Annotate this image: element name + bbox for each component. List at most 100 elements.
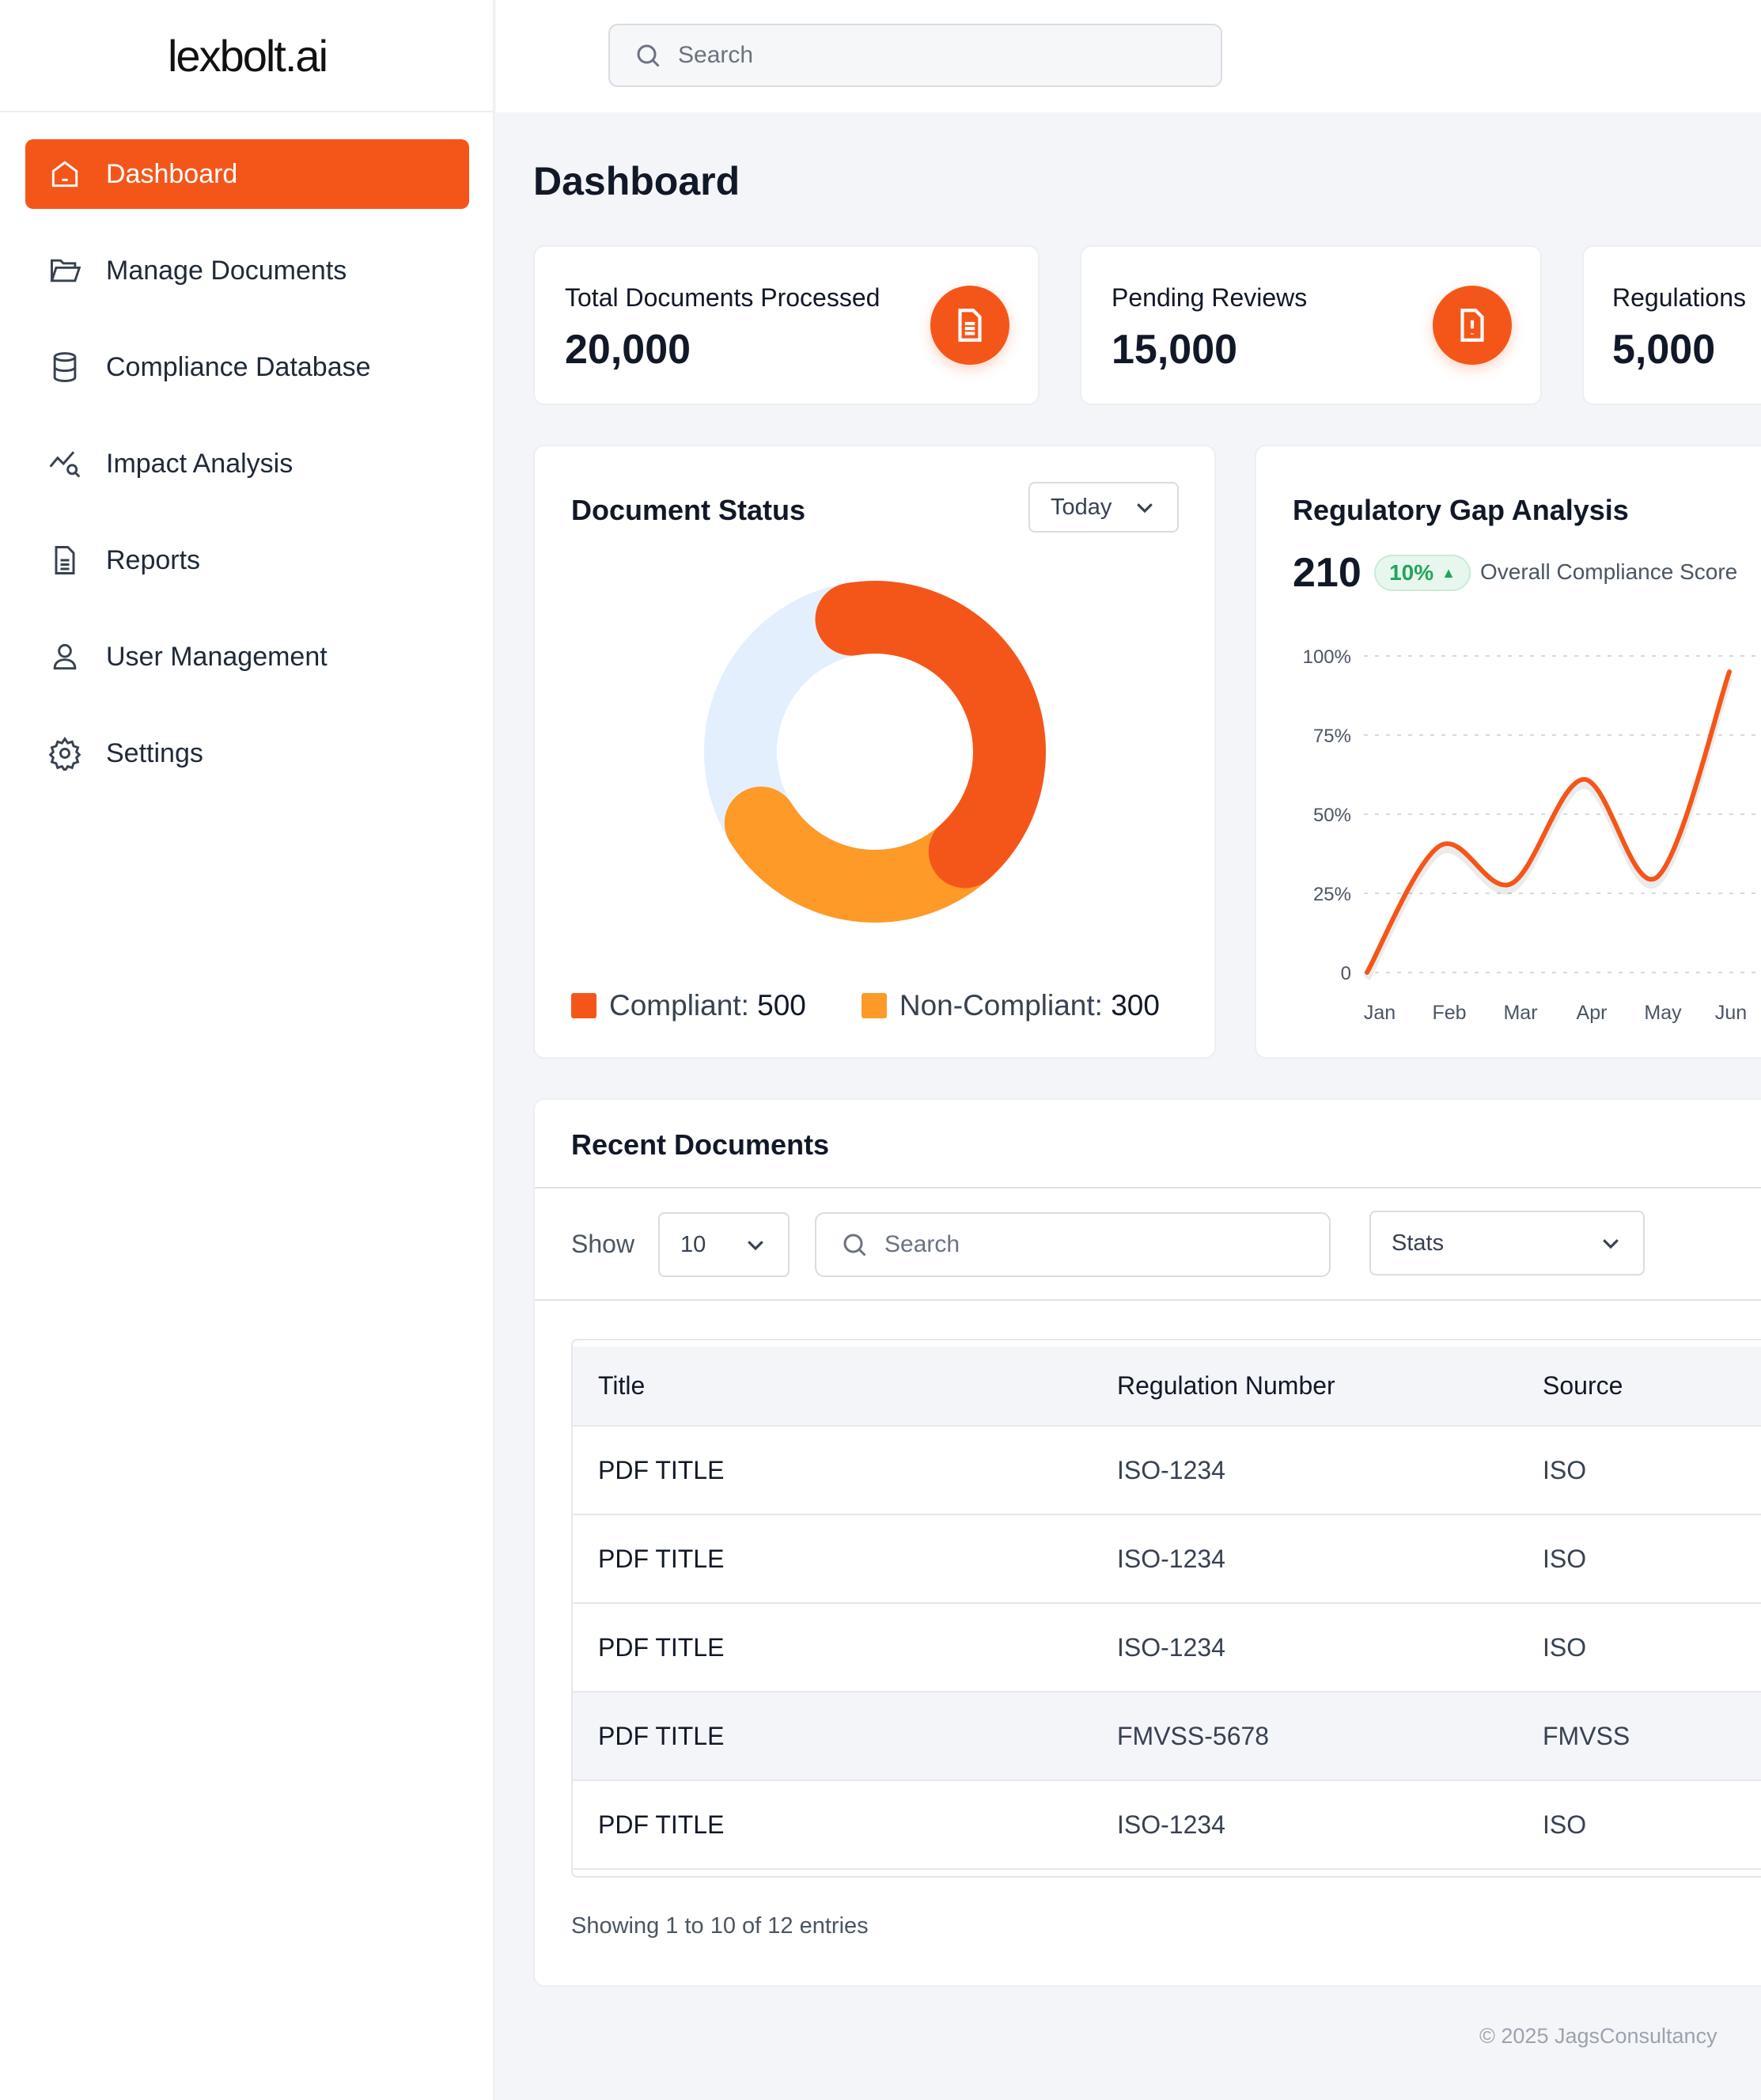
stat-value: 15,000 <box>1112 327 1238 373</box>
chevron-down-icon <box>1603 1239 1619 1249</box>
divider <box>535 1187 1761 1188</box>
stat-card-total-documents: Total Documents Processed 20,000 <box>533 245 1040 405</box>
chevron-down-icon <box>748 1241 763 1251</box>
document-status-card: Document Status Today Compliant: 500 Non… <box>533 445 1216 1059</box>
donut-segment-compliant <box>815 581 1046 889</box>
search-placeholder: Search <box>884 1231 960 1257</box>
divider <box>535 1299 1761 1301</box>
cell-source: ISO <box>1543 1426 1761 1515</box>
table-row[interactable]: PDF TITLE ISO-1234 ISO <box>573 1780 1761 1870</box>
table-row[interactable]: PDF TITLE ISO-1234 ISO <box>573 1426 1761 1515</box>
sidebar-item-label: Impact Analysis <box>106 448 294 479</box>
top-bar: Search <box>496 0 1761 112</box>
cell-source: ISO <box>1543 1780 1761 1870</box>
cell-title: PDF TITLE <box>573 1514 1117 1604</box>
sidebar: lexbolt.ai Dashboard Manage Documents Co… <box>0 0 494 2100</box>
card-title: Recent Documents <box>571 1128 830 1161</box>
x-tick-label: Jan <box>1364 1002 1396 1024</box>
table-row[interactable]: PDF TITLE FMVSS-5678 FMVSS <box>573 1692 1761 1781</box>
stat-label: Regulations <box>1612 283 1746 312</box>
logo: lexbolt.ai <box>0 0 494 112</box>
sidebar-item-user-management[interactable]: User Management <box>25 622 469 692</box>
copyright: © 2025 JagsConsultancy <box>1479 2024 1717 2048</box>
cell-regulation-number: FMVSS-5678 <box>1117 1692 1543 1781</box>
table-row[interactable]: PDF TITLE ISO-1234 ISO <box>573 1514 1761 1604</box>
gap-analysis-card: Regulatory Gap Analysis 210 10% ▲ Overall… <box>1255 445 1761 1059</box>
search-placeholder: Search <box>678 42 754 68</box>
sidebar-item-label: Compliance Database <box>106 351 371 382</box>
stat-label: Pending Reviews <box>1112 283 1308 312</box>
search-icon <box>843 1234 866 1257</box>
cell-title: PDF TITLE <box>573 1603 1117 1693</box>
table-row[interactable]: PDF TITLE ISO-1234 ISO <box>573 1603 1761 1693</box>
arrow-up-icon: ▲ <box>1441 564 1456 581</box>
sidebar-item-label: Manage Documents <box>106 255 347 286</box>
page-title: Dashboard <box>533 159 740 203</box>
change-badge: 10% ▲ <box>1374 555 1471 591</box>
score-label: Overall Compliance Score <box>1480 559 1738 584</box>
database-icon <box>53 352 77 382</box>
stat-card-regulations: Regulations 5,000 <box>1582 245 1761 405</box>
x-tick-label: Jun <box>1715 1002 1747 1024</box>
document-icon <box>930 286 1009 365</box>
stats-filter-select[interactable]: Stats <box>1369 1211 1645 1276</box>
card-title: Document Status <box>571 494 806 526</box>
page-size-value: 10 <box>680 1231 706 1257</box>
series-line <box>1365 669 1732 975</box>
stat-label: Total Documents Processed <box>565 283 880 312</box>
chevron-down-icon <box>1137 503 1153 514</box>
cell-title: PDF TITLE <box>573 1780 1117 1870</box>
period-value: Today <box>1051 494 1112 520</box>
user-icon <box>53 643 77 670</box>
global-search-input[interactable]: Search <box>608 24 1222 87</box>
donut-chart <box>704 581 1046 923</box>
y-tick-label: 50% <box>1313 805 1351 826</box>
stat-card-pending-reviews: Pending Reviews 15,000 <box>1080 245 1542 405</box>
legend-value: 300 <box>1111 989 1160 1022</box>
cell-regulation-number: ISO-1234 <box>1117 1603 1543 1693</box>
sidebar-item-dashboard[interactable]: Dashboard <box>25 139 469 209</box>
file-text-icon <box>55 546 75 574</box>
filter-value: Stats <box>1392 1230 1445 1256</box>
legend-label: Compliant: <box>609 989 749 1022</box>
gap-score: 210 <box>1293 550 1361 596</box>
cell-source: FMVSS <box>1543 1692 1761 1781</box>
cell-regulation-number: ISO-1234 <box>1117 1514 1543 1604</box>
sidebar-item-reports[interactable]: Reports <box>25 525 469 595</box>
period-select[interactable]: Today <box>1028 482 1179 533</box>
legend-label: Non-Compliant: <box>899 989 1103 1022</box>
stat-value: 20,000 <box>565 327 691 373</box>
change-value: 10% <box>1389 560 1434 585</box>
page-size-select[interactable]: 10 <box>658 1212 790 1277</box>
documents-table: Title Regulation Number Source PDF TITLE… <box>571 1339 1761 1878</box>
sidebar-item-label: User Management <box>106 641 328 672</box>
x-tick-label: Mar <box>1503 1002 1537 1024</box>
cell-title: PDF TITLE <box>573 1692 1117 1781</box>
cell-source: ISO <box>1543 1514 1761 1604</box>
sidebar-item-compliance-database[interactable]: Compliance Database <box>25 332 469 402</box>
sidebar-item-manage-documents[interactable]: Manage Documents <box>25 236 469 305</box>
series-line-shadow <box>1364 677 1733 980</box>
pagination-info: Showing 1 to 10 of 12 entries <box>571 1913 869 1939</box>
table-header-row: Title Regulation Number Source <box>573 1347 1761 1427</box>
table-search-input[interactable]: Search <box>815 1212 1331 1277</box>
x-tick-label: May <box>1644 1002 1682 1024</box>
column-header-title[interactable]: Title <box>573 1347 1117 1427</box>
y-tick-label: 75% <box>1313 726 1351 747</box>
sidebar-item-label: Settings <box>106 737 203 768</box>
cell-regulation-number: ISO-1234 <box>1117 1426 1543 1515</box>
line-chart: 0 25% 50% 75% 100% Jan Feb Mar Apr May Jun <box>1303 646 1759 1024</box>
stat-value: 5,000 <box>1612 327 1716 373</box>
legend: Compliant: 500 Non-Compliant: 300 <box>571 989 1160 1022</box>
search-icon <box>637 44 660 67</box>
column-header-source[interactable]: Source <box>1543 1347 1761 1427</box>
cell-source: ISO <box>1543 1603 1761 1693</box>
cell-title: PDF TITLE <box>573 1426 1117 1515</box>
y-tick-label: 0 <box>1341 963 1351 984</box>
y-tick-label: 25% <box>1313 884 1351 905</box>
sidebar-item-impact-analysis[interactable]: Impact Analysis <box>25 429 469 498</box>
sidebar-item-settings[interactable]: Settings <box>25 718 469 788</box>
home-icon <box>51 161 78 188</box>
column-header-regulation-number[interactable]: Regulation Number <box>1117 1347 1543 1427</box>
folder-icon <box>50 259 81 282</box>
